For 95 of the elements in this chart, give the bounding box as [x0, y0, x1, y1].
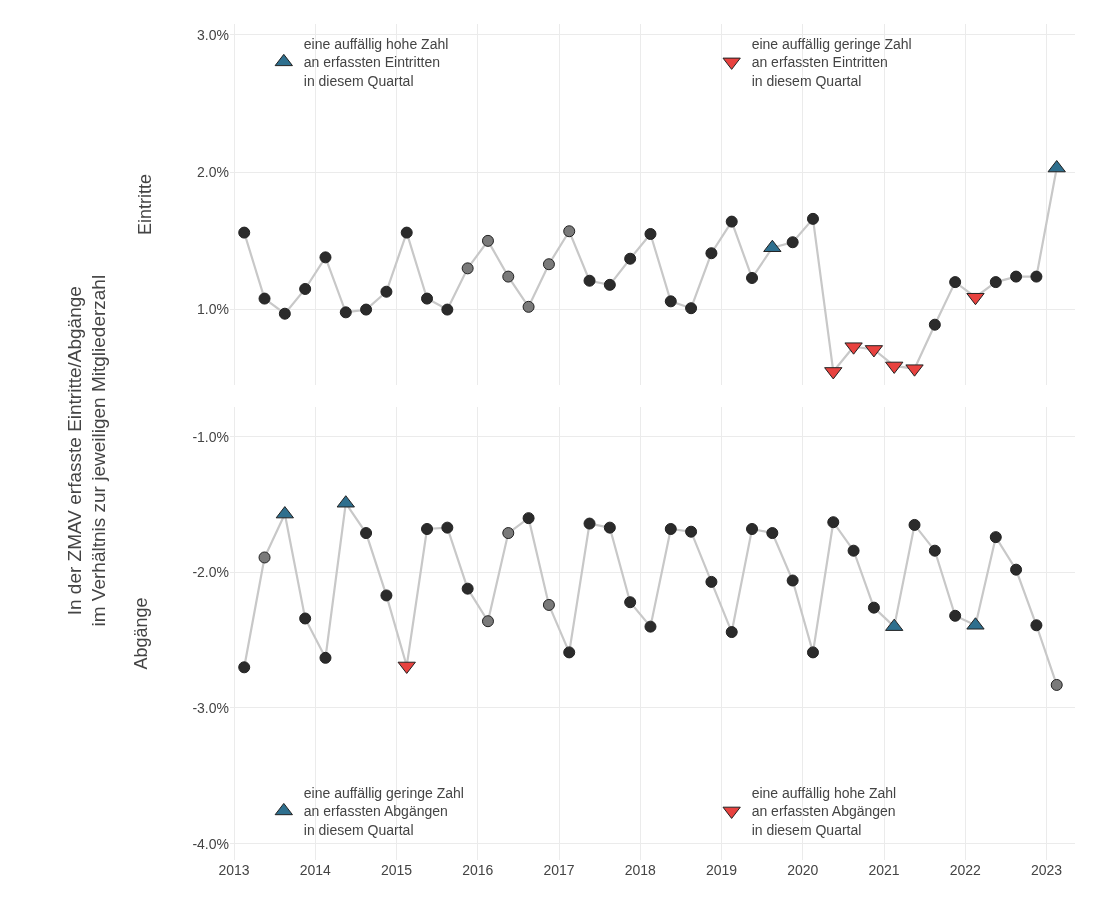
point — [1010, 563, 1023, 576]
x-tick-label: 2022 — [949, 861, 982, 878]
point — [949, 609, 962, 622]
point — [360, 527, 373, 540]
x-tick-label: 2018 — [624, 861, 657, 878]
y-tick-label: 3.0% — [197, 26, 229, 43]
point — [644, 620, 657, 633]
point — [644, 227, 657, 240]
point — [827, 516, 840, 529]
point — [664, 295, 677, 308]
x-tick-label: 2019 — [705, 861, 738, 878]
y-tick-label: -2.0% — [192, 564, 229, 581]
point — [441, 303, 454, 316]
point — [705, 575, 718, 588]
y-tick-label: -1.0% — [192, 428, 229, 445]
y-tick-label: -3.0% — [192, 699, 229, 716]
point — [603, 278, 616, 291]
point — [319, 651, 332, 664]
point — [258, 292, 271, 305]
point — [421, 522, 434, 535]
x-tick-label: 2013 — [218, 861, 250, 878]
point — [746, 522, 759, 535]
point — [705, 247, 718, 260]
point — [867, 601, 880, 614]
point — [624, 252, 637, 265]
y-axis-title: Eintritte — [135, 173, 156, 235]
point — [806, 646, 819, 659]
x-tick-label: 2021 — [868, 861, 900, 878]
point — [786, 574, 799, 587]
x-tick-label: 2015 — [380, 861, 413, 878]
legend-label: eine auffällig geringe Zahl an erfassten Eintritten in diesem Quartal — [751, 36, 912, 89]
point — [1030, 619, 1043, 632]
point — [360, 303, 373, 316]
point — [400, 226, 413, 239]
point — [481, 615, 494, 628]
point — [461, 582, 474, 595]
point — [278, 307, 291, 320]
point — [664, 522, 677, 535]
legend-label: eine auffällig hohe Zahl an erfassten Eintritten in diesem Quartal — [303, 36, 449, 89]
point — [928, 544, 941, 557]
point — [847, 544, 860, 557]
point — [238, 661, 251, 674]
y-tick-label: -4.0% — [192, 835, 229, 852]
x-tick-label: 2023 — [1030, 861, 1063, 878]
point — [502, 527, 515, 540]
text: In der ZMAV erfasste Eintritte/Abgänge im Verhältnis zur jeweiligen Mitgliederzahl — [63, 274, 110, 627]
point — [806, 212, 819, 225]
point — [421, 292, 434, 305]
legend-label: eine auffällig hohe Zahl an erfassten Abgängen in diesem Quartal — [751, 785, 897, 838]
point — [339, 306, 352, 319]
point — [949, 276, 962, 289]
point — [563, 225, 576, 238]
point — [258, 551, 271, 564]
x-tick-label: 2014 — [299, 861, 332, 878]
point — [928, 318, 941, 331]
point — [563, 646, 576, 659]
point — [299, 282, 312, 295]
x-tick-label: 2017 — [543, 861, 575, 878]
point — [725, 215, 738, 228]
point — [319, 251, 332, 264]
point — [786, 236, 799, 249]
y-axis-title: Abgänge — [130, 597, 151, 670]
point — [502, 270, 515, 283]
point — [583, 517, 596, 530]
point — [1030, 270, 1043, 283]
point — [522, 512, 535, 525]
point — [461, 262, 474, 275]
point — [989, 276, 1002, 289]
y-tick-label: 1.0% — [197, 301, 229, 318]
y-tick-label: 2.0% — [197, 164, 229, 181]
point — [238, 226, 251, 239]
point — [1010, 270, 1023, 283]
point — [522, 300, 535, 313]
point — [603, 521, 616, 534]
point — [766, 527, 779, 540]
point — [441, 521, 454, 534]
point — [583, 274, 596, 287]
point — [685, 302, 698, 315]
point — [989, 531, 1002, 544]
point — [542, 598, 555, 611]
point — [908, 518, 921, 531]
point — [299, 612, 312, 625]
point — [542, 258, 555, 271]
point — [746, 271, 759, 284]
point — [380, 285, 393, 298]
x-tick-label: 2016 — [462, 861, 494, 878]
point — [1050, 678, 1063, 691]
point — [725, 626, 738, 639]
point — [966, 292, 985, 306]
point — [481, 234, 494, 247]
point — [624, 596, 637, 609]
point — [380, 589, 393, 602]
point — [685, 525, 698, 538]
x-tick-label: 2020 — [787, 861, 819, 878]
legend-label: eine auffällig geringe Zahl an erfassten Abgängen in diesem Quartal — [303, 785, 464, 838]
